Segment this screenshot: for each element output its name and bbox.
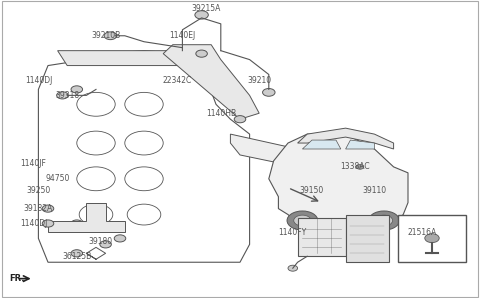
Polygon shape <box>163 45 259 119</box>
Text: 39210: 39210 <box>247 76 271 85</box>
Text: 94750: 94750 <box>46 174 70 183</box>
Text: FR.: FR. <box>10 274 25 283</box>
Polygon shape <box>269 134 408 229</box>
Circle shape <box>288 265 298 271</box>
Bar <box>398 215 466 262</box>
Text: 1140HB: 1140HB <box>206 109 236 118</box>
Circle shape <box>263 89 275 96</box>
Text: 39150: 39150 <box>300 186 324 195</box>
Circle shape <box>369 211 399 230</box>
Circle shape <box>57 92 68 99</box>
Text: 39182A: 39182A <box>24 204 53 213</box>
Text: 39110: 39110 <box>362 186 386 195</box>
Text: 36125B: 36125B <box>62 252 91 261</box>
Text: 39210B: 39210B <box>91 31 120 40</box>
Circle shape <box>375 215 393 226</box>
Circle shape <box>42 205 54 212</box>
Circle shape <box>71 250 83 257</box>
Polygon shape <box>302 140 341 149</box>
Polygon shape <box>298 128 394 149</box>
Circle shape <box>356 164 364 169</box>
Circle shape <box>100 241 111 248</box>
Circle shape <box>287 211 318 230</box>
Polygon shape <box>58 51 211 66</box>
Text: 39250: 39250 <box>26 186 50 195</box>
Text: 1338AC: 1338AC <box>340 162 370 171</box>
Text: 21516A: 21516A <box>408 228 437 237</box>
Circle shape <box>294 215 311 226</box>
Circle shape <box>196 50 207 57</box>
Text: 1140JF: 1140JF <box>21 159 47 168</box>
Circle shape <box>71 86 83 93</box>
Circle shape <box>71 220 83 227</box>
Polygon shape <box>346 140 374 149</box>
Circle shape <box>234 116 246 123</box>
Bar <box>298 218 346 256</box>
Text: 39215A: 39215A <box>192 4 221 13</box>
Bar <box>346 215 389 262</box>
Text: 22342C: 22342C <box>163 76 192 85</box>
Circle shape <box>114 235 126 242</box>
Text: 39180: 39180 <box>89 237 113 246</box>
Circle shape <box>195 11 208 19</box>
Polygon shape <box>48 203 125 232</box>
Text: 39318: 39318 <box>55 91 79 100</box>
Text: 1140DJ: 1140DJ <box>20 219 48 228</box>
Polygon shape <box>230 134 336 173</box>
Circle shape <box>104 32 117 40</box>
Text: 1140DJ: 1140DJ <box>24 76 52 85</box>
Text: 1140FY: 1140FY <box>279 228 307 237</box>
Text: 1140EJ: 1140EJ <box>169 31 195 40</box>
Circle shape <box>425 234 439 243</box>
Circle shape <box>42 220 54 227</box>
